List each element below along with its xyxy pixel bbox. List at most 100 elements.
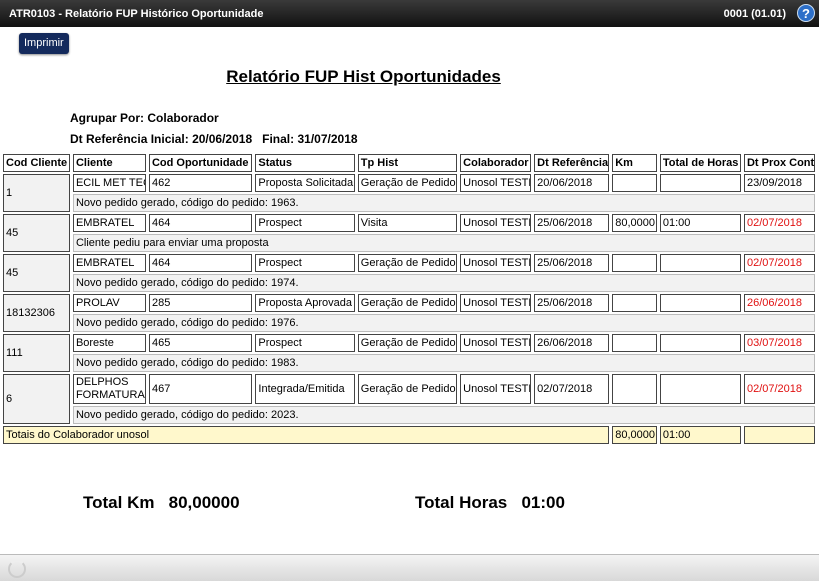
cell: Unosol TESTE: [460, 374, 532, 404]
cell: 285: [148, 294, 253, 312]
cell: Geração de Pedido: [357, 254, 458, 272]
cell: EMBRATEL: [72, 254, 146, 272]
note-row: Cliente pediu para enviar uma proposta: [3, 234, 815, 252]
note: Novo pedido gerado, código do pedido: 19…: [72, 274, 815, 292]
window-title: ATR0103 - Relatório FUP Histórico Oportu…: [9, 8, 264, 20]
ref-initial-label: Dt Referência Inicial:: [70, 132, 189, 146]
column-header: Colaborador: [460, 154, 532, 172]
total-hours-label: Total Horas: [415, 493, 508, 512]
total-hours: Total Horas 01:00: [415, 493, 565, 513]
cell: [659, 254, 741, 272]
column-header: Tp Hist: [357, 154, 458, 172]
column-header: Km: [612, 154, 657, 172]
column-header: Total de Horas: [659, 154, 741, 172]
print-button[interactable]: Imprimir: [19, 33, 69, 54]
cell: Unosol TESTE: [460, 334, 532, 352]
data-row: 18132306 PROLAV 285 Proposta Aprovada Geraçã…: [3, 294, 815, 332]
cell: 26/06/2018: [743, 294, 815, 312]
cell: Prospect: [255, 214, 355, 232]
cell: Geração de Pedido: [357, 294, 458, 312]
totals-empty: [743, 426, 815, 444]
cell: 02/07/2018: [534, 374, 610, 404]
cell: PROLAV: [72, 294, 146, 312]
cell: [659, 334, 741, 352]
client-code: 45: [3, 214, 70, 252]
cell: ECIL MET TEC: [72, 174, 146, 192]
data-row: 1 ECIL MET TEC 462 Proposta Solicitada Geraç…: [3, 174, 815, 212]
cell: 03/07/2018: [743, 334, 815, 352]
total-hours-value: 01:00: [521, 493, 565, 512]
cell: [612, 294, 657, 312]
column-header: Cod Oportunidade: [148, 154, 253, 172]
cell: Proposta Solicitada: [255, 174, 355, 192]
note-row: Novo pedido gerado, código do pedido: 19…: [3, 194, 815, 212]
data-row: 45 EMBRATEL 464 Prospect Visita Unosol TESTE 2…: [3, 214, 815, 252]
report-title: Relatório FUP Hist Oportunidades: [226, 67, 501, 86]
loading-icon: [8, 560, 26, 578]
cell: 02/07/2018: [743, 374, 815, 404]
cell: Visita: [357, 214, 458, 232]
cell: Proposta Aprovada: [255, 294, 355, 312]
cell: 26/06/2018: [534, 334, 610, 352]
note: Cliente pediu para enviar uma proposta: [72, 234, 815, 252]
ref-final: 31/07/2018: [297, 132, 358, 146]
note: Novo pedido gerado, código do pedido: 19…: [72, 194, 815, 212]
column-header: Cod Cliente: [3, 154, 70, 172]
cell: 25/06/2018: [534, 214, 610, 232]
status-bar: [0, 554, 819, 581]
cell: [659, 374, 741, 404]
client-code: 18132306: [3, 294, 70, 332]
cell: 80,0000: [612, 214, 657, 232]
cell: 02/07/2018: [743, 254, 815, 272]
cell: DELPHOS FORMATURAS: [72, 374, 146, 404]
cell: Prospect: [255, 254, 355, 272]
cell: Unosol TESTE: [460, 214, 532, 232]
note-row: Novo pedido gerado, código do pedido: 19…: [3, 274, 815, 292]
client-code: 111: [3, 334, 70, 372]
cell: Geração de Pedido: [357, 334, 458, 352]
ref-final-label: Final:: [262, 132, 295, 146]
column-header: Dt Referência: [534, 154, 610, 172]
cell: Geração de Pedido: [357, 174, 458, 192]
column-header: Dt Prox Cont: [743, 154, 815, 172]
cell: 462: [148, 174, 253, 192]
cell: [612, 254, 657, 272]
note: Novo pedido gerado, código do pedido: 20…: [72, 406, 815, 424]
data-row: 45 EMBRATEL 464 Prospect Geração de Pedido Un…: [3, 254, 815, 292]
group-value: Colaborador: [147, 111, 219, 125]
note: Novo pedido gerado, código do pedido: 19…: [72, 354, 815, 372]
cell: 20/06/2018: [534, 174, 610, 192]
cell: EMBRATEL: [72, 214, 146, 232]
title-bar: ATR0103 - Relatório FUP Histórico Oportu…: [0, 0, 819, 27]
group-info: Agrupar Por: Colaborador: [70, 111, 219, 125]
totals-row: Totais do Colaborador unosol 80,0000 01:00: [3, 426, 815, 444]
client-code: 6: [3, 374, 70, 424]
note: Novo pedido gerado, código do pedido: 19…: [72, 314, 815, 332]
column-header: Status: [255, 154, 355, 172]
cell: Geração de Pedido: [357, 374, 458, 404]
cell: Unosol TESTE: [460, 294, 532, 312]
cell: 01:00: [659, 214, 741, 232]
cell: 25/06/2018: [534, 254, 610, 272]
total-km: Total Km 80,00000: [83, 493, 240, 513]
cell: 02/07/2018: [743, 214, 815, 232]
cell: [659, 294, 741, 312]
cell: 467: [148, 374, 253, 404]
note-row: Novo pedido gerado, código do pedido: 20…: [3, 406, 815, 424]
cell: [612, 174, 657, 192]
cell: [612, 334, 657, 352]
cell: 464: [148, 214, 253, 232]
note-row: Novo pedido gerado, código do pedido: 19…: [3, 354, 815, 372]
cell: 465: [148, 334, 253, 352]
date-info: Dt Referência Inicial: 20/06/2018 Final:…: [70, 132, 358, 146]
report-table: Cod Cliente Cliente Cod Oportunidade Status…: [0, 152, 818, 446]
cell: Unosol TESTE: [460, 174, 532, 192]
note-row: Novo pedido gerado, código do pedido: 19…: [3, 314, 815, 332]
cell: 23/09/2018: [743, 174, 815, 192]
help-button[interactable]: ?: [797, 4, 815, 22]
cell: Boreste: [72, 334, 146, 352]
totals-km: 80,0000: [612, 426, 657, 444]
client-code: 45: [3, 254, 70, 292]
totals-hours: 01:00: [659, 426, 741, 444]
